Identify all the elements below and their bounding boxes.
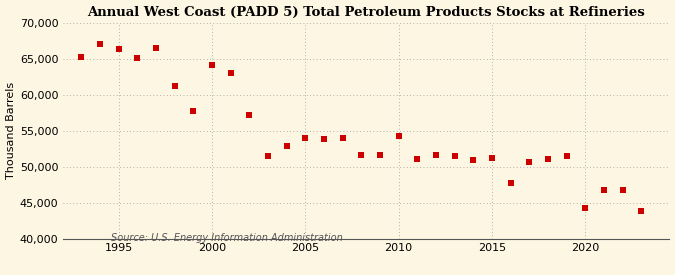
Point bbox=[319, 137, 329, 142]
Point bbox=[207, 63, 217, 67]
Point bbox=[151, 46, 161, 50]
Point bbox=[132, 56, 142, 60]
Point bbox=[169, 84, 180, 88]
Point bbox=[225, 71, 236, 75]
Point bbox=[524, 160, 535, 164]
Point bbox=[562, 154, 572, 158]
Point bbox=[394, 134, 404, 139]
Point bbox=[618, 188, 628, 193]
Point bbox=[450, 154, 460, 158]
Point bbox=[543, 157, 554, 162]
Text: Source: U.S. Energy Information Administration: Source: U.S. Energy Information Administ… bbox=[111, 233, 343, 243]
Point bbox=[431, 153, 441, 157]
Point bbox=[468, 158, 479, 163]
Point bbox=[599, 188, 610, 192]
Title: Annual West Coast (PADD 5) Total Petroleum Products Stocks at Refineries: Annual West Coast (PADD 5) Total Petrole… bbox=[87, 6, 645, 18]
Y-axis label: Thousand Barrels: Thousand Barrels bbox=[5, 82, 16, 179]
Point bbox=[375, 153, 385, 157]
Point bbox=[356, 153, 367, 157]
Point bbox=[244, 113, 254, 118]
Point bbox=[412, 156, 423, 161]
Point bbox=[263, 154, 273, 158]
Point bbox=[281, 144, 292, 149]
Point bbox=[506, 180, 516, 185]
Point bbox=[76, 55, 86, 59]
Point bbox=[188, 109, 198, 113]
Point bbox=[95, 42, 105, 46]
Point bbox=[487, 156, 497, 160]
Point bbox=[580, 206, 591, 211]
Point bbox=[113, 47, 124, 51]
Point bbox=[338, 136, 348, 140]
Point bbox=[300, 136, 310, 140]
Point bbox=[636, 208, 647, 213]
